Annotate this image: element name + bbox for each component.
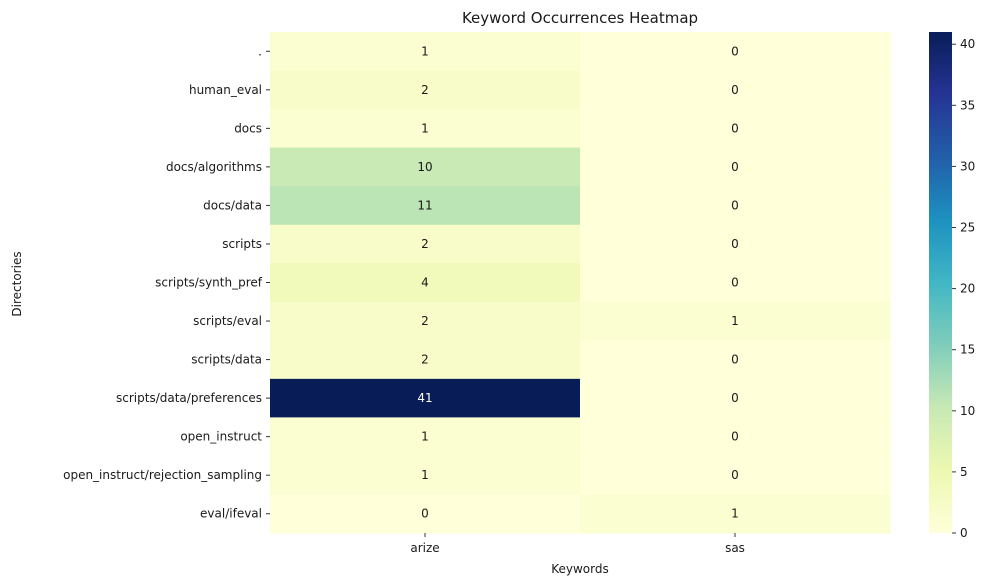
cell-value-label: 0: [421, 507, 429, 521]
cell-value-label: 1: [731, 507, 739, 521]
cell-value-label: 0: [731, 160, 739, 174]
cell-value-label: 4: [421, 276, 429, 290]
y-tick-label: docs/algorithms: [166, 160, 262, 174]
x-tick-label: arize: [410, 541, 439, 555]
heatmap-cell: [580, 224, 891, 264]
cell-value-label: 0: [731, 468, 739, 482]
heatmap-cell: [580, 340, 891, 380]
colorbar-tick-label: 20: [960, 282, 975, 296]
cell-value-label: 11: [417, 198, 432, 212]
y-tick-label: human_eval: [189, 83, 262, 97]
cell-value-label: 0: [731, 353, 739, 367]
y-tick-label: scripts/eval: [193, 314, 262, 328]
colorbar-tick-label: 10: [960, 404, 975, 418]
y-tick-label: .: [258, 44, 262, 58]
heatmap-cell: [270, 32, 581, 72]
y-tick-label: eval/ifeval: [200, 507, 262, 521]
cell-value-label: 41: [417, 391, 432, 405]
y-tick-label: docs: [234, 121, 262, 135]
cell-value-label: 0: [731, 83, 739, 97]
heatmap-cell: [580, 455, 891, 495]
y-tick-label: scripts/data: [191, 353, 262, 367]
heatmap-cell: [580, 417, 891, 457]
heatmap-cell: [580, 70, 891, 110]
y-tick-label: open_instruct: [180, 430, 262, 444]
heatmap-cell: [270, 301, 581, 341]
colorbar-tick-label: 0: [960, 526, 968, 540]
heatmap-cell: [270, 494, 581, 534]
colorbar-gradient: [929, 32, 952, 533]
heatmap-cell: [580, 494, 891, 534]
cell-value-label: 0: [731, 391, 739, 405]
x-tick-label: sas: [725, 541, 745, 555]
heatmap-cell: [270, 340, 581, 380]
heatmap-cell: [270, 224, 581, 264]
colorbar: 0 5 10 15 20 25 30 35 40: [929, 32, 975, 540]
cell-value-label: 2: [421, 353, 429, 367]
heatmap-cells: 1 02 01 010 011 02 04 02 12 041 01 01 00 1: [270, 32, 891, 534]
x-axis-ticks: arize sas: [410, 533, 745, 555]
cell-value-label: 1: [421, 468, 429, 482]
colorbar-tick-label: 15: [960, 343, 975, 357]
cell-value-label: 1: [421, 44, 429, 58]
cell-value-label: 2: [421, 83, 429, 97]
colorbar-tick-label: 5: [960, 465, 968, 479]
heatmap-cell: [270, 378, 581, 418]
cell-value-label: 0: [731, 430, 739, 444]
colorbar-tick-label: 40: [960, 37, 975, 51]
heatmap-cell: [270, 417, 581, 457]
cell-value-label: 0: [731, 44, 739, 58]
heatmap-cell: [270, 186, 581, 226]
cell-value-label: 10: [417, 160, 432, 174]
cell-value-label: 1: [421, 430, 429, 444]
cell-value-label: 0: [731, 237, 739, 251]
colorbar-tick-label: 30: [960, 159, 975, 173]
heatmap-cell: [270, 147, 581, 187]
heatmap-cell: [580, 301, 891, 341]
heatmap-cell: [270, 455, 581, 495]
heatmap-cell: [580, 147, 891, 187]
heatmap-cell: [270, 263, 581, 303]
cell-value-label: 1: [731, 314, 739, 328]
cell-value-label: 2: [421, 237, 429, 251]
cell-value-label: 2: [421, 314, 429, 328]
heatmap-cell: [580, 263, 891, 303]
chart-title: Keyword Occurrences Heatmap: [462, 9, 698, 27]
cell-value-label: 0: [731, 276, 739, 290]
cell-value-label: 0: [731, 121, 739, 135]
heatmap-cell: [580, 109, 891, 149]
cell-value-label: 1: [421, 121, 429, 135]
heatmap-cell: [270, 109, 581, 149]
y-tick-label: scripts/data/preferences: [116, 391, 262, 405]
heatmap-cell: [580, 378, 891, 418]
x-axis-label: Keywords: [551, 562, 609, 576]
heatmap-cell: [580, 186, 891, 226]
heatmap-cell: [580, 32, 891, 72]
y-tick-label: scripts: [222, 237, 262, 251]
y-tick-label: docs/data: [203, 198, 262, 212]
y-tick-label: open_instruct/rejection_sampling: [63, 468, 262, 482]
cell-value-label: 0: [731, 198, 739, 212]
colorbar-tick-label: 35: [960, 98, 975, 112]
colorbar-tick-label: 25: [960, 221, 975, 235]
heatmap-cell: [270, 70, 581, 110]
y-axis-label: Directories: [10, 251, 24, 316]
y-tick-label: scripts/synth_pref: [155, 276, 263, 290]
